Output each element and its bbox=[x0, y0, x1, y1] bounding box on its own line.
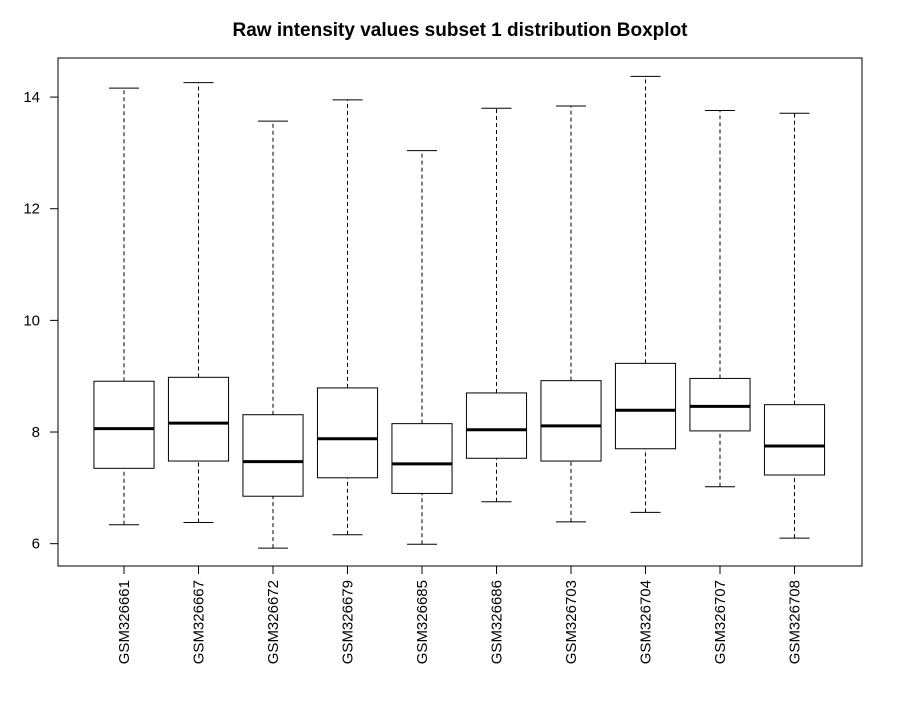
box-GSM326685 bbox=[391, 150, 453, 545]
x-category-label: GSM326686 bbox=[489, 580, 506, 664]
x-category-label: GSM326672 bbox=[265, 580, 282, 664]
iqr-box bbox=[316, 387, 379, 479]
y-tick-label: 14 bbox=[23, 89, 40, 106]
y-tick-label: 12 bbox=[23, 201, 40, 218]
y-tick-label: 10 bbox=[23, 312, 40, 329]
x-category-label: GSM326707 bbox=[712, 580, 729, 664]
y-tick-label: 6 bbox=[32, 536, 40, 553]
iqr-box bbox=[167, 376, 230, 462]
x-category-label: GSM326661 bbox=[116, 580, 133, 664]
box-GSM326667 bbox=[167, 82, 230, 523]
box-GSM326661 bbox=[93, 87, 155, 526]
box-GSM326679 bbox=[316, 99, 379, 536]
x-category-label: GSM326685 bbox=[414, 580, 431, 664]
iqr-box bbox=[540, 380, 602, 462]
iqr-box bbox=[391, 423, 453, 494]
boxes-group bbox=[93, 75, 826, 549]
x-category-label: GSM326703 bbox=[563, 580, 580, 664]
box-GSM326708 bbox=[763, 112, 826, 539]
plot-frame bbox=[57, 57, 863, 567]
iqr-box bbox=[93, 380, 155, 469]
iqr-box bbox=[763, 404, 826, 476]
box-GSM326686 bbox=[465, 107, 528, 503]
iqr-box bbox=[242, 414, 304, 497]
chart-title: Raw intensity values subset 1 distributi… bbox=[232, 20, 688, 41]
iqr-box bbox=[689, 377, 751, 432]
x-category-label: GSM326704 bbox=[638, 580, 655, 664]
box-GSM326707 bbox=[689, 109, 751, 488]
x-category-label: GSM326679 bbox=[340, 580, 357, 664]
x-axis-labels: GSM326661 GSM326667 GSM326672 GSM326679 GSM3… bbox=[116, 566, 804, 664]
x-category-label: GSM326667 bbox=[191, 580, 208, 664]
y-axis: 6 8 10 12 14 bbox=[23, 89, 59, 553]
y-tick-label: 8 bbox=[32, 424, 40, 441]
box-GSM326704 bbox=[614, 75, 677, 513]
x-category-label: GSM326708 bbox=[787, 580, 804, 664]
iqr-box bbox=[614, 362, 677, 450]
box-GSM326672 bbox=[242, 120, 304, 549]
iqr-box bbox=[465, 392, 528, 459]
box-GSM326703 bbox=[540, 105, 602, 523]
